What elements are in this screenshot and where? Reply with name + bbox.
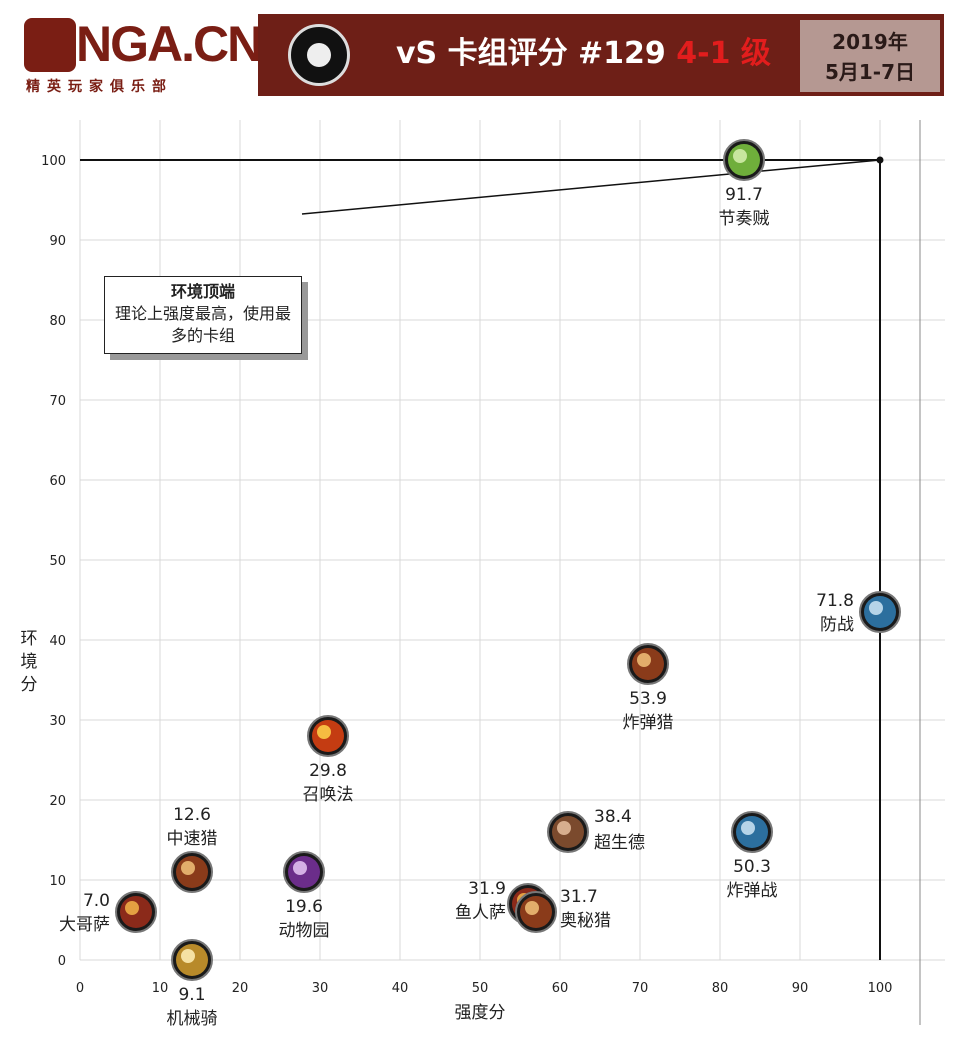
deck-icon-highlight <box>733 149 747 163</box>
point-name-label: 机械骑 <box>167 1009 218 1029</box>
point-score-label: 38.4 <box>594 807 632 827</box>
point-name-label: 动物园 <box>279 921 330 941</box>
point-score-label: 71.8 <box>816 591 854 611</box>
title-prefix: vS 卡组评分 #129 <box>396 36 666 71</box>
point-score-label: 7.0 <box>83 891 110 911</box>
point-name-label: 鱼人萨 <box>455 903 506 923</box>
y-tick-label: 0 <box>58 954 66 969</box>
nga-logo: NGA.CN 精英玩家俱乐部 <box>22 14 263 96</box>
point-name-label: 中速猎 <box>167 829 218 849</box>
y-tick-label: 70 <box>49 394 66 409</box>
x-tick-label: 80 <box>712 981 729 996</box>
scatter-chart: 0 10 20 30 40 50 60 70 80 90 100 0 10 20 30 40 50 60 70 80 9… <box>0 100 960 1040</box>
report-title: vS 卡组评分 #129 4-1 级 <box>396 24 771 84</box>
deck-icon-highlight <box>125 901 139 915</box>
deck-icon-highlight <box>181 949 195 963</box>
title-accent: 4-1 级 <box>676 36 771 71</box>
chart-canvas: 0 10 20 30 40 50 60 70 80 90 100 0 10 20 30 40 50 60 70 80 9… <box>41 120 945 1029</box>
deck-icon-highlight <box>293 861 307 875</box>
x-tick-label: 20 <box>232 981 249 996</box>
annotation-pointer <box>301 159 881 215</box>
y-tick-label: 60 <box>49 474 66 489</box>
point-name-label: 大哥萨 <box>59 915 110 935</box>
x-tick-label: 70 <box>632 981 649 996</box>
point-score-label: 91.7 <box>725 185 763 205</box>
point-score-label: 9.1 <box>178 985 205 1005</box>
y-axis-label: 环境分 <box>20 629 38 695</box>
y-tick-label: 30 <box>49 714 66 729</box>
y-tick-label: 20 <box>49 794 66 809</box>
point-name-label: 炸弹战 <box>727 881 778 901</box>
x-tick-label: 40 <box>392 981 409 996</box>
y-tick-label: 10 <box>49 874 66 889</box>
y-tick-label: 100 <box>41 154 66 169</box>
point-score-label: 50.3 <box>733 857 771 877</box>
y-tick-label: 40 <box>49 634 66 649</box>
x-tick-label: 30 <box>312 981 329 996</box>
x-tick-label: 100 <box>868 981 893 996</box>
point-name-label: 节奏贼 <box>719 209 770 229</box>
deck-icon-highlight <box>637 653 651 667</box>
point-score-label: 29.8 <box>309 761 347 781</box>
point-name-label: 召唤法 <box>303 785 354 805</box>
x-tick-label: 60 <box>552 981 569 996</box>
point-name-label: 超生德 <box>594 833 645 853</box>
date-box: 2019年 5月1-7日 <box>800 20 940 92</box>
deck-icon-highlight <box>317 725 331 739</box>
x-tick-label: 50 <box>472 981 489 996</box>
x-tick-label: 0 <box>76 981 84 996</box>
deck-icon-highlight <box>869 601 883 615</box>
y-tick-label: 80 <box>49 314 66 329</box>
x-axis-label: 强度分 <box>455 1003 506 1023</box>
point-score-label: 12.6 <box>173 805 211 825</box>
point-name-label: 炸弹猎 <box>623 713 674 733</box>
badge-center <box>307 43 331 67</box>
point-name-label: 奥秘猎 <box>560 911 611 931</box>
deck-icon-highlight <box>741 821 755 835</box>
annotation-title: 环境顶端 <box>170 282 235 301</box>
deck-icon-highlight <box>181 861 195 875</box>
logo-text: NGA.CN <box>76 16 263 72</box>
deck-icon-highlight <box>557 821 571 835</box>
paw-icon <box>24 18 76 72</box>
data-reaper-badge-icon <box>288 24 350 86</box>
logo-subtitle: 精英玩家俱乐部 <box>26 79 173 95</box>
y-tick-label: 50 <box>49 554 66 569</box>
point-name-label: 防战 <box>820 615 854 635</box>
report-header: NGA.CN 精英玩家俱乐部 vS 卡组评分 #129 4-1 级 2019年 … <box>0 0 960 100</box>
point-score-label: 31.7 <box>560 887 598 907</box>
point-score-label: 19.6 <box>285 897 323 917</box>
y-tick-label: 90 <box>49 234 66 249</box>
date-line-2: 5月1-7日 <box>824 60 916 84</box>
point-score-label: 31.9 <box>468 879 506 899</box>
x-tick-label: 90 <box>792 981 809 996</box>
annotation-body: 理论上强度最高，使用最多的卡组 <box>114 304 291 345</box>
deck-icon-highlight <box>525 901 539 915</box>
top-point-marker <box>876 156 884 164</box>
point-score-label: 53.9 <box>629 689 667 709</box>
annotation-box: 环境顶端 理论上强度最高，使用最多的卡组 <box>104 276 302 354</box>
x-tick-label: 10 <box>152 981 169 996</box>
date-line-1: 2019年 <box>832 30 908 54</box>
